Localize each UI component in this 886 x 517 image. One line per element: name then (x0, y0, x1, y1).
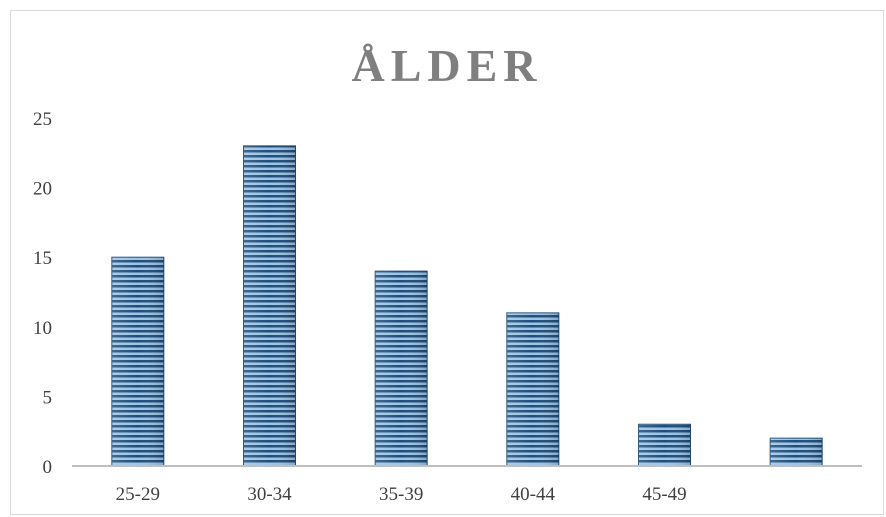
bar (506, 312, 560, 467)
y-tick-label: 0 (43, 457, 53, 478)
x-tick-label: 45-49 (642, 484, 686, 505)
y-tick-label: 5 (43, 387, 53, 408)
bar-shade (111, 257, 164, 466)
y-axis-ticks: 0 5 10 15 20 25 (33, 109, 52, 478)
bar-shade (506, 312, 559, 466)
x-tick-label: 35-39 (379, 484, 423, 505)
x-axis-ticks: 25-29 30-34 35-39 40-44 45-49 (116, 484, 687, 505)
x-tick-label: 30-34 (247, 484, 292, 505)
y-tick-label: 20 (33, 179, 52, 200)
y-tick-label: 25 (33, 109, 52, 130)
chart-title: ÅLDER (351, 40, 543, 91)
x-tick-label: 25-29 (116, 484, 160, 505)
bar (374, 270, 428, 467)
x-tick-label: 40-44 (511, 484, 556, 505)
bar (111, 256, 165, 467)
bar-shade (375, 271, 428, 466)
bar-shade (770, 438, 823, 466)
bars (111, 145, 823, 467)
bar-shade (243, 145, 296, 466)
y-tick-label: 10 (33, 318, 52, 339)
bar (769, 437, 823, 467)
bar (638, 423, 691, 467)
bar (243, 145, 296, 467)
bar-shade (638, 424, 691, 466)
y-tick-label: 15 (33, 248, 52, 269)
